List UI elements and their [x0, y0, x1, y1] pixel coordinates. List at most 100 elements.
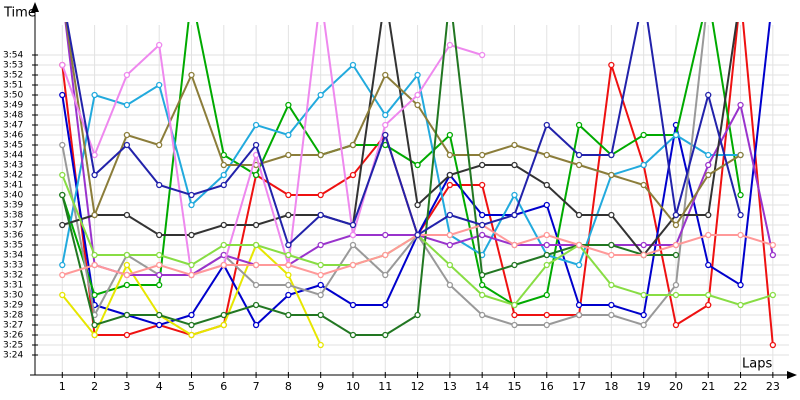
point: [672, 241, 680, 249]
x-tick-label: 10: [346, 380, 360, 393]
x-tick-label: 18: [604, 380, 618, 393]
series-line: [62, 22, 738, 257]
point: [349, 241, 357, 249]
x-tick-label: 20: [669, 380, 683, 393]
point: [543, 321, 550, 329]
x-tick-label: 21: [701, 380, 715, 393]
point: [59, 271, 66, 279]
point: [511, 141, 518, 149]
point: [479, 221, 486, 229]
point: [672, 221, 680, 229]
point: [575, 311, 583, 319]
y-tick-label: 3:48: [3, 111, 23, 121]
point: [123, 311, 131, 319]
x-tick-label: 4: [156, 380, 163, 393]
series-line: [65, 22, 742, 227]
point: [705, 231, 712, 239]
y-tick-label: 3:33: [3, 261, 23, 271]
point: [59, 221, 66, 229]
point: [640, 131, 647, 139]
point: [123, 141, 131, 149]
point: [737, 281, 744, 289]
point: [479, 271, 486, 279]
point: [414, 231, 421, 239]
y-tick-label: 3:43: [3, 161, 23, 171]
point: [220, 241, 227, 249]
point: [769, 341, 777, 349]
point: [414, 91, 421, 99]
x-tick-label: 16: [540, 380, 554, 393]
point: [285, 291, 292, 299]
point: [285, 191, 292, 199]
point: [543, 151, 550, 159]
point: [446, 171, 454, 179]
point: [188, 331, 195, 339]
point: [705, 171, 712, 179]
point: [737, 191, 744, 199]
point: [575, 161, 583, 169]
point: [349, 61, 357, 69]
point: [156, 261, 163, 269]
y-tick-label: 3:28: [3, 311, 23, 321]
point: [156, 311, 163, 319]
series-line: [61, 22, 742, 307]
y-tick-label: 3:27: [3, 321, 23, 331]
point: [91, 171, 98, 179]
point: [479, 231, 486, 239]
y-tick-label: 3:42: [3, 171, 23, 181]
point: [511, 191, 518, 199]
point: [672, 321, 680, 329]
x-tick-label: 5: [188, 380, 195, 393]
point: [737, 211, 744, 219]
point: [511, 241, 518, 249]
point: [737, 151, 744, 159]
point: [91, 151, 98, 159]
point: [608, 151, 615, 159]
point: [220, 221, 227, 229]
x-tick-label: 19: [637, 380, 651, 393]
point: [575, 261, 583, 269]
y-tick-label: 3:36: [3, 231, 23, 241]
point: [59, 291, 66, 299]
point: [640, 311, 647, 319]
point: [349, 261, 357, 269]
point: [479, 291, 486, 299]
x-axis-arrow: [787, 371, 797, 379]
point: [123, 251, 131, 259]
series-line: [61, 22, 676, 336]
point: [511, 261, 518, 269]
point: [188, 231, 195, 239]
point: [705, 301, 712, 309]
x-tick-label: 6: [220, 380, 227, 393]
point: [285, 261, 292, 269]
point: [446, 131, 454, 139]
x-tick-label: 1: [59, 380, 66, 393]
point: [220, 151, 227, 159]
point: [705, 151, 712, 159]
point: [317, 191, 324, 199]
point: [349, 171, 357, 179]
y-axis-label: Time: [3, 6, 36, 21]
series-line: [66, 22, 742, 247]
point: [479, 281, 486, 289]
x-tick-label: 14: [475, 380, 489, 393]
point: [672, 251, 680, 259]
point: [188, 321, 195, 329]
point: [156, 321, 163, 329]
point: [511, 161, 518, 169]
x-tick-label: 9: [317, 380, 324, 393]
x-axis-label: Laps: [742, 357, 772, 372]
y-tick-label: 3:41: [3, 181, 23, 191]
point: [446, 281, 454, 289]
point: [220, 261, 227, 269]
point: [317, 91, 324, 99]
point: [672, 131, 680, 139]
point: [59, 191, 66, 199]
point: [479, 51, 486, 59]
point: [479, 161, 486, 169]
point: [446, 41, 454, 49]
point: [91, 91, 98, 99]
point: [220, 181, 227, 189]
y-tick-label: 3:24: [3, 351, 23, 361]
point: [543, 231, 550, 239]
